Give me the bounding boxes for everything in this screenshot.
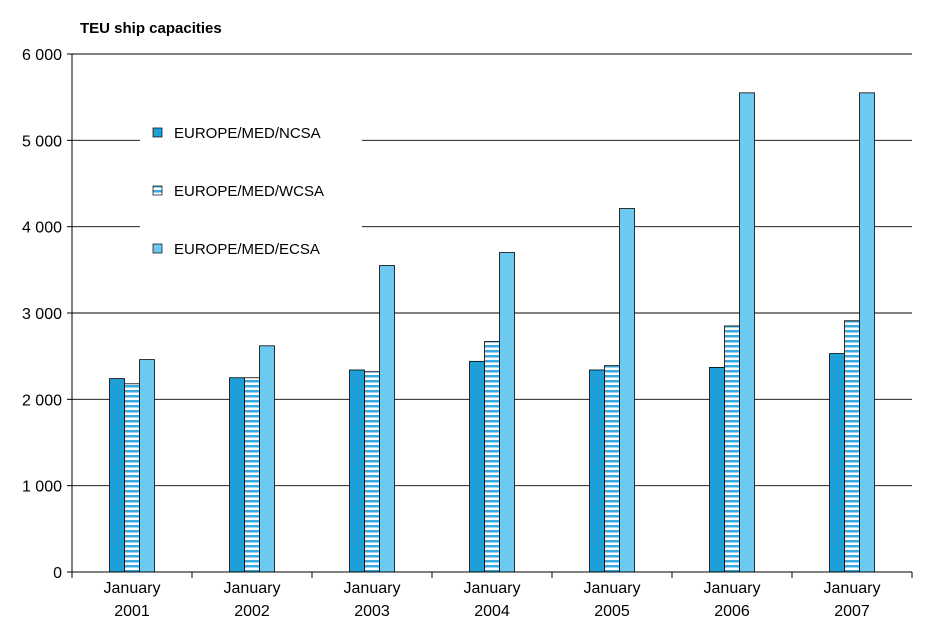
x-tick-label: 2006 bbox=[714, 603, 750, 620]
x-tick-label: January bbox=[704, 580, 761, 597]
bar-europe-med-ecsa bbox=[259, 345, 275, 573]
bar-europe-med-ecsa bbox=[619, 208, 635, 573]
x-tick-label: January bbox=[344, 580, 401, 597]
x-tick-label: January bbox=[464, 580, 521, 597]
bar-europe-med-wcsa bbox=[364, 371, 380, 573]
x-tick-label: 2001 bbox=[114, 603, 150, 620]
x-tick-label: 2007 bbox=[834, 603, 870, 620]
bars bbox=[109, 92, 875, 573]
y-tick-label: 3 000 bbox=[22, 306, 62, 323]
bar-europe-med-ecsa bbox=[859, 92, 875, 573]
bar-europe-med-ncsa bbox=[469, 360, 485, 573]
legend-swatch bbox=[152, 185, 163, 196]
bar-europe-med-ncsa bbox=[349, 369, 365, 573]
legend-background bbox=[140, 112, 362, 274]
y-tick-label: 2 000 bbox=[22, 392, 62, 409]
bar-europe-med-ncsa bbox=[709, 366, 725, 573]
x-tick-label: 2005 bbox=[594, 603, 630, 620]
legend-swatch bbox=[152, 127, 163, 138]
bar-europe-med-wcsa bbox=[724, 325, 740, 573]
x-tick-label: 2004 bbox=[474, 603, 510, 620]
bar-europe-med-wcsa bbox=[604, 365, 620, 573]
x-tick-label: 2003 bbox=[354, 603, 390, 620]
x-tick-label: January bbox=[584, 580, 641, 597]
legend-label: EUROPE/MED/ECSA bbox=[174, 241, 320, 258]
legend-label: EUROPE/MED/WCSA bbox=[174, 183, 324, 200]
bar-europe-med-ecsa bbox=[139, 359, 155, 573]
y-tick-label: 1 000 bbox=[22, 479, 62, 496]
x-tick-labels: January 2001 January 2002 January 2003 January… bbox=[104, 580, 881, 620]
y-tick-label: 5 000 bbox=[22, 133, 62, 150]
bar-europe-med-ecsa bbox=[499, 252, 515, 573]
bar-europe-med-ecsa bbox=[379, 265, 395, 573]
y-axis-title: TEU ship capacities bbox=[80, 20, 222, 37]
y-tick-labels: 0 1 000 2 000 3 000 4 000 5 000 6 000 bbox=[22, 47, 62, 582]
legend-label: EUROPE/MED/NCSA bbox=[174, 125, 321, 142]
bar-europe-med-wcsa bbox=[484, 341, 500, 573]
y-tick-label: 0 bbox=[53, 565, 62, 582]
y-tick-label: 4 000 bbox=[22, 220, 62, 237]
bar-europe-med-wcsa bbox=[124, 383, 140, 573]
bar-europe-med-ncsa bbox=[229, 377, 245, 573]
bar-europe-med-wcsa bbox=[244, 377, 260, 573]
bar-europe-med-ncsa bbox=[109, 378, 125, 573]
x-tick-label: 2002 bbox=[234, 603, 270, 620]
legend-swatch bbox=[152, 243, 163, 254]
axes bbox=[67, 53, 913, 578]
bar-europe-med-ncsa bbox=[829, 353, 845, 573]
y-tick-label: 6 000 bbox=[22, 47, 62, 64]
x-tick-label: January bbox=[824, 580, 881, 597]
bar-europe-med-ecsa bbox=[739, 92, 755, 573]
bar-europe-med-wcsa bbox=[844, 320, 860, 573]
legend: EUROPE/MED/NCSA EUROPE/MED/WCSA EUROPE/MED… bbox=[140, 112, 362, 274]
x-tick-label: January bbox=[224, 580, 281, 597]
bar-europe-med-ncsa bbox=[589, 369, 605, 573]
x-tick-label: January bbox=[104, 580, 161, 597]
